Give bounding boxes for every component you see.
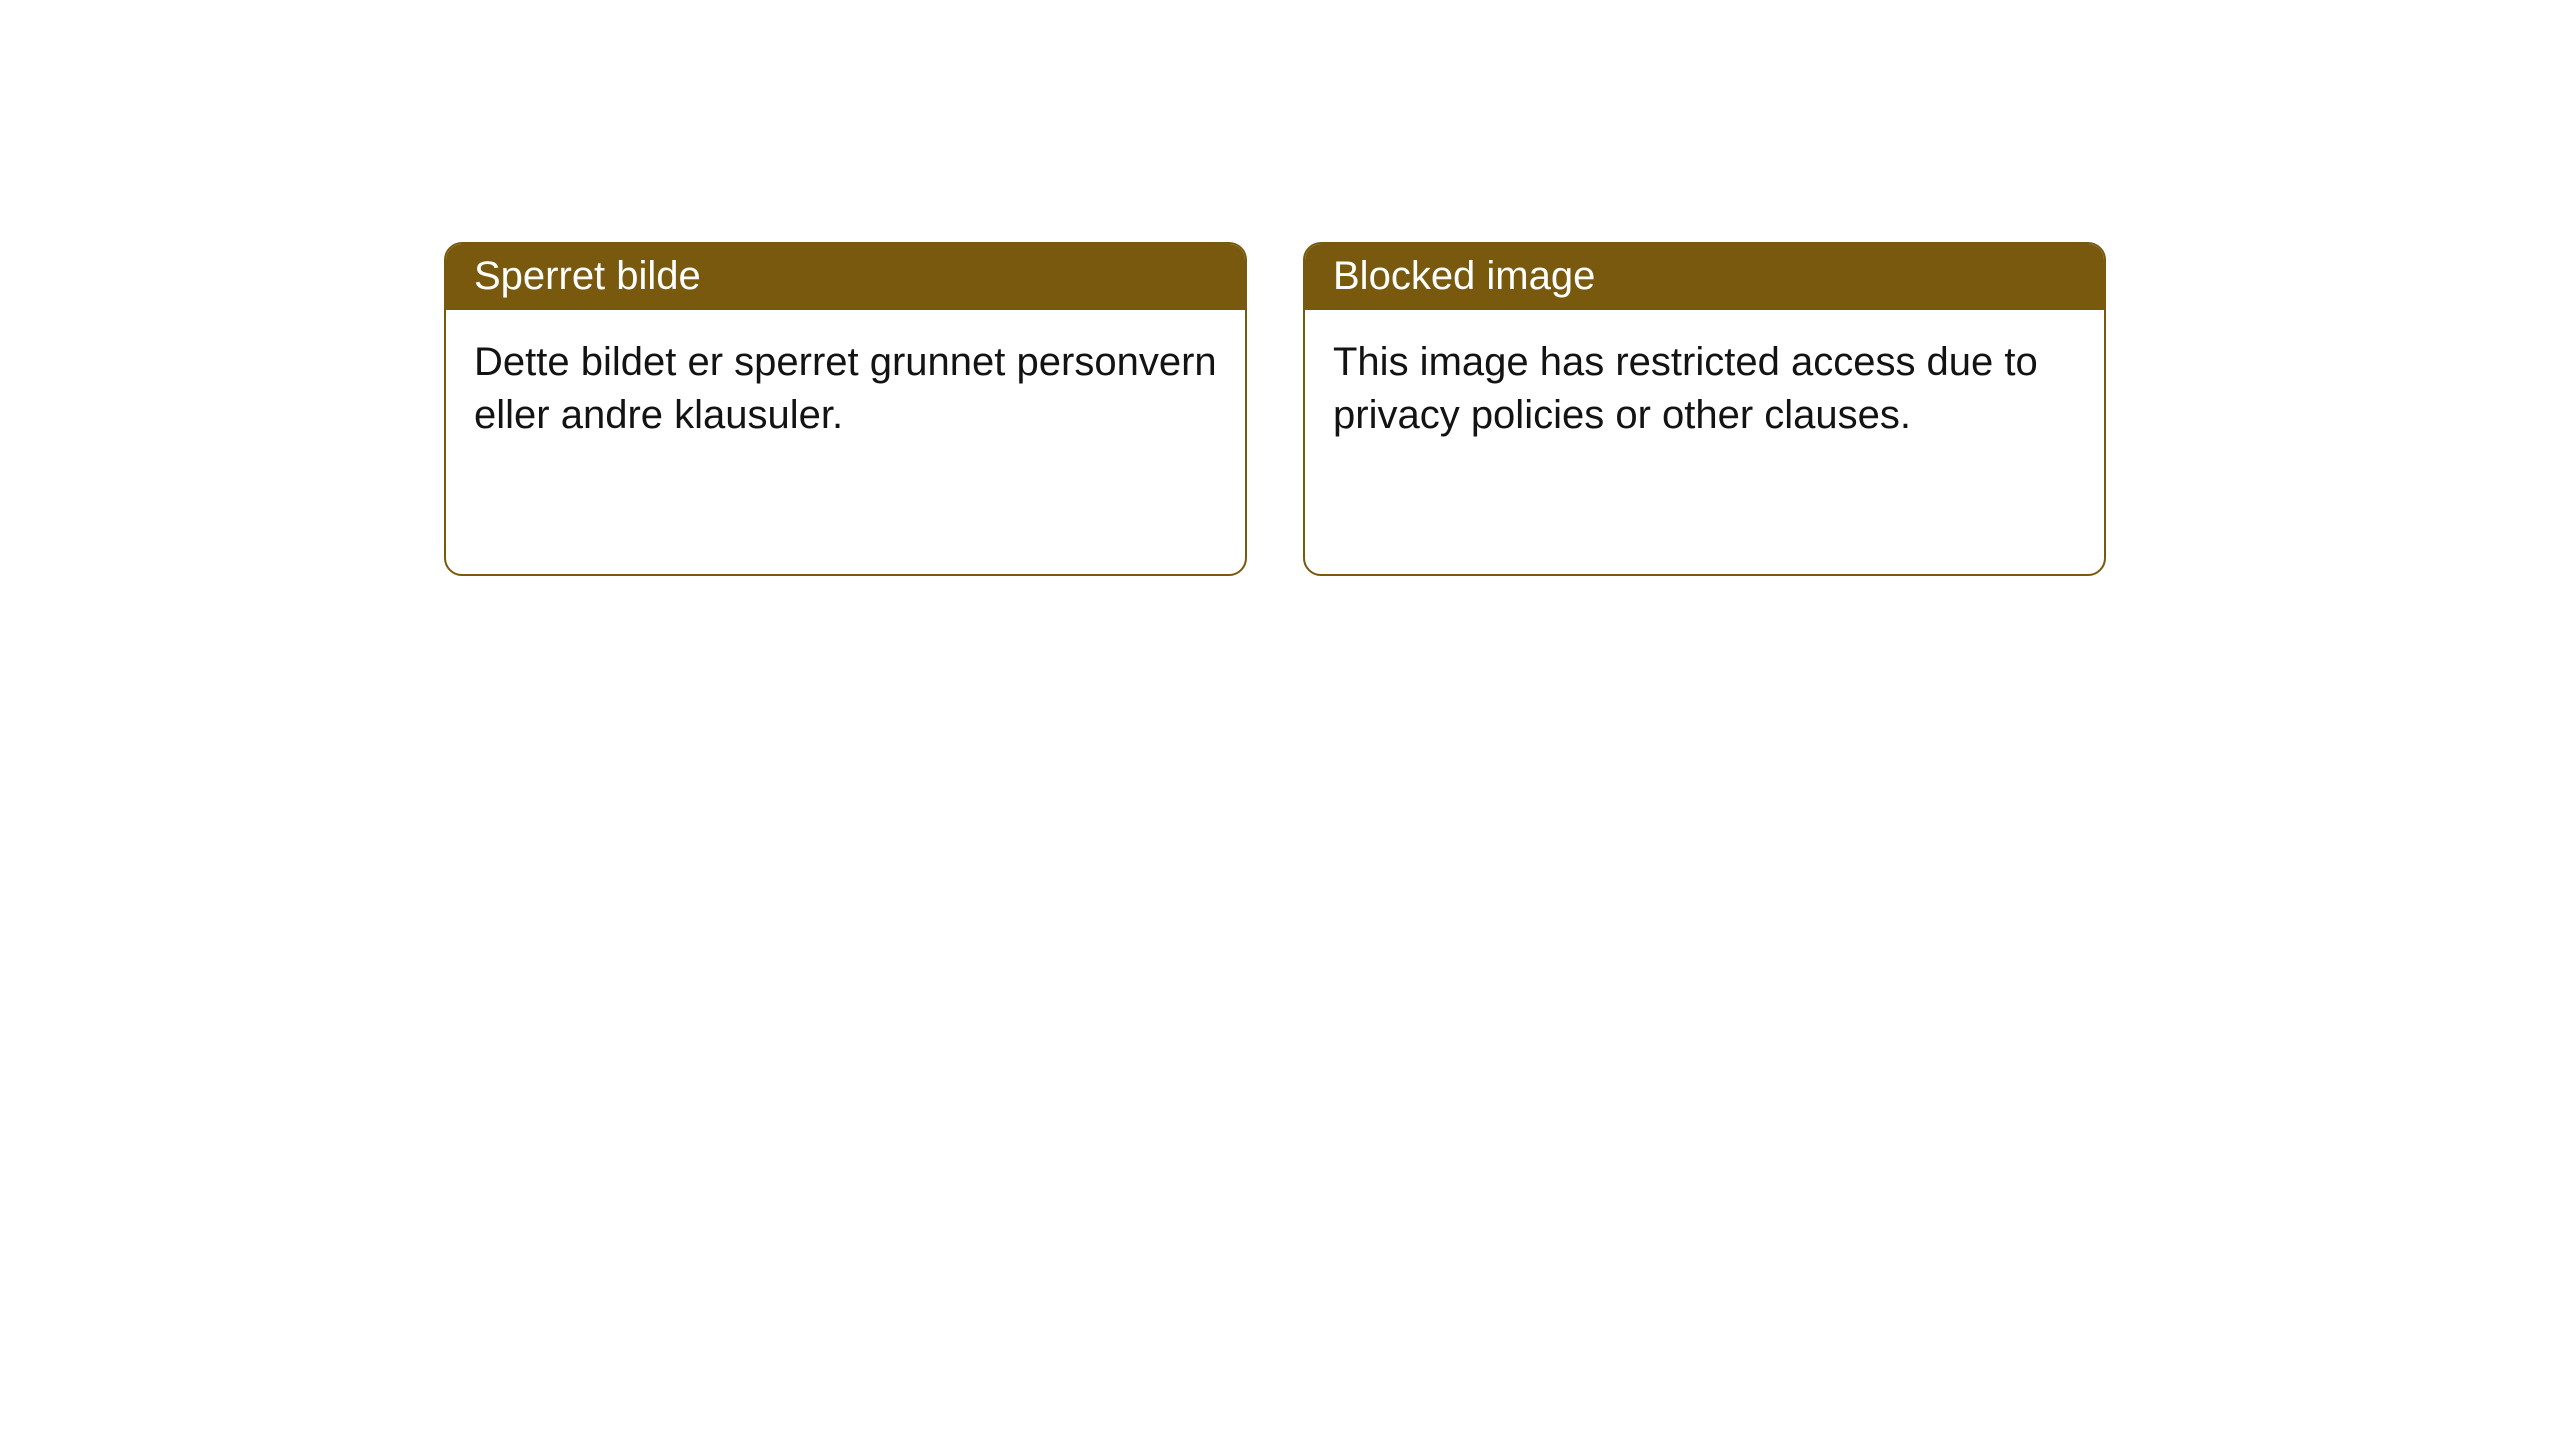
card-header: Blocked image [1305, 244, 2104, 310]
card-body-text: Dette bildet er sperret grunnet personve… [446, 310, 1245, 574]
card-header: Sperret bilde [446, 244, 1245, 310]
blocked-image-card-english: Blocked image This image has restricted … [1303, 242, 2106, 576]
notice-cards-container: Sperret bilde Dette bildet er sperret gr… [0, 0, 2560, 576]
blocked-image-card-norwegian: Sperret bilde Dette bildet er sperret gr… [444, 242, 1247, 576]
card-body-text: This image has restricted access due to … [1305, 310, 2104, 574]
